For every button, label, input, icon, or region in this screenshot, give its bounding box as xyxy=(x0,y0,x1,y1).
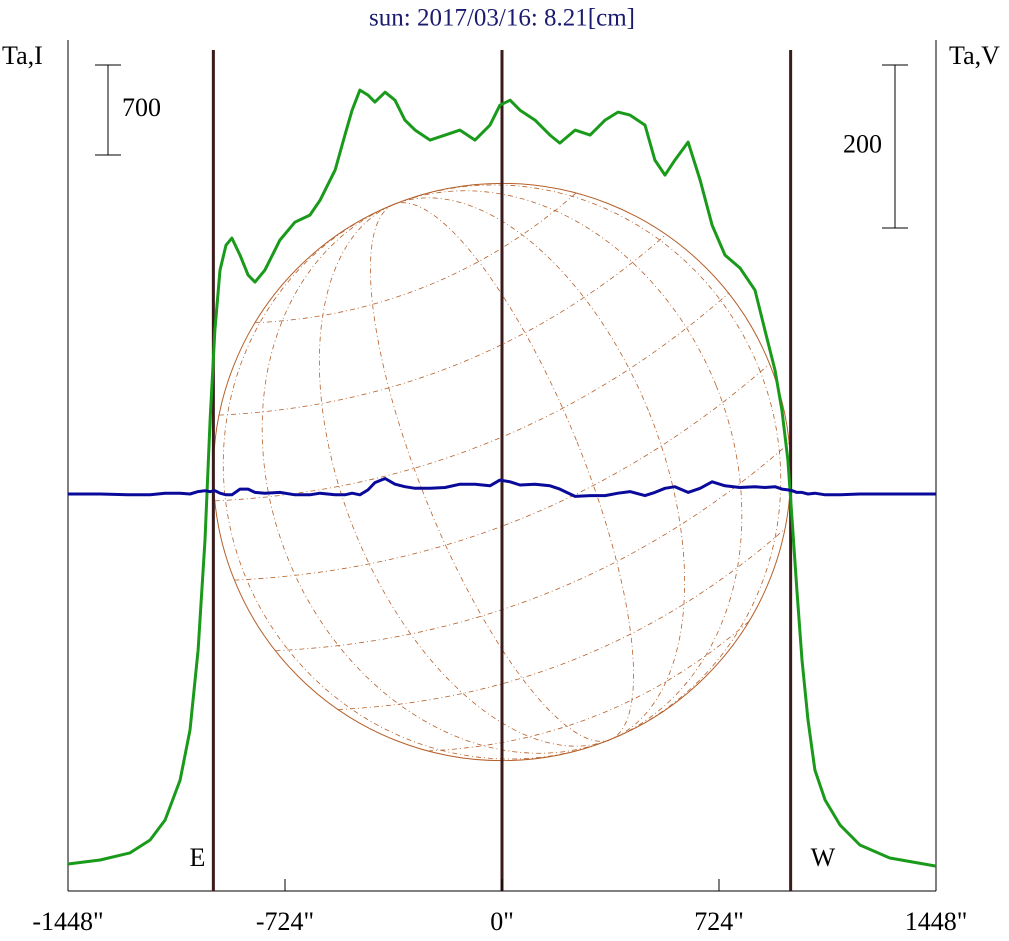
scale-bar-label: 700 xyxy=(122,93,161,122)
x-tick-label: 1448" xyxy=(905,907,968,936)
chart-title: sun: 2017/03/16: 8.21[cm] xyxy=(369,5,635,32)
y-axis-label: Ta,I xyxy=(2,41,43,70)
series-line xyxy=(68,477,936,498)
x-tick-label: -1448" xyxy=(32,907,103,936)
series-line xyxy=(67,88,937,868)
parallel xyxy=(214,292,729,502)
limb-label: W xyxy=(811,843,836,872)
y2-axis-label: Ta,V xyxy=(949,41,1000,70)
parallel xyxy=(219,234,667,416)
scale-bar-label: 200 xyxy=(843,129,882,158)
parallel xyxy=(337,528,786,710)
parallel xyxy=(234,363,770,581)
parallel xyxy=(254,192,577,324)
parallel xyxy=(275,442,790,652)
x-tick-label: 0" xyxy=(490,907,514,936)
parallel xyxy=(427,620,750,752)
x-tick-label: 724" xyxy=(694,907,744,936)
limb-label: E xyxy=(189,843,205,872)
x-tick-label: -724" xyxy=(256,907,314,936)
meridian xyxy=(222,184,782,760)
